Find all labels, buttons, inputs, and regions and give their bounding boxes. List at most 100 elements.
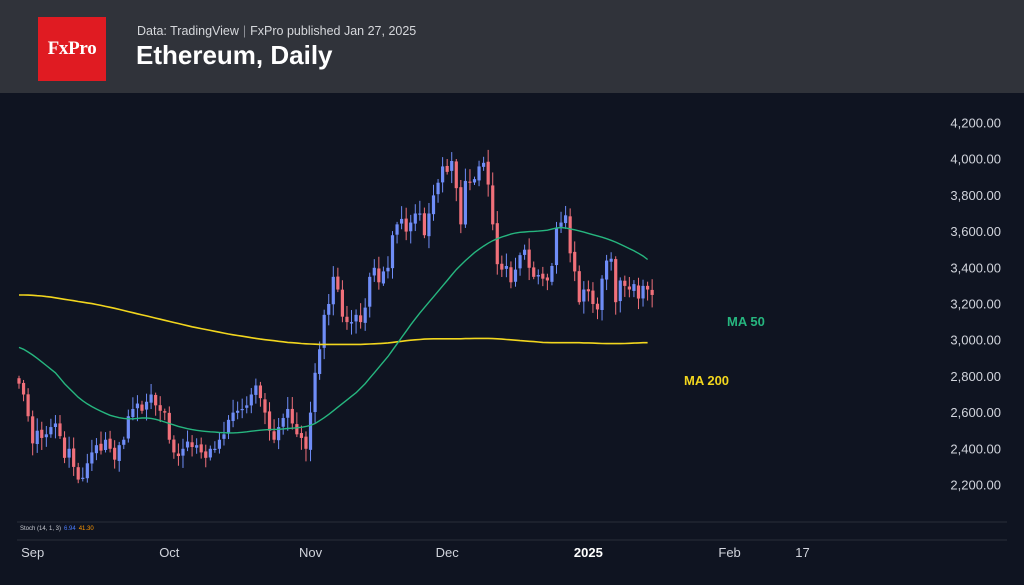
candle-body [532,267,536,277]
candle-body [195,445,199,448]
candle-body [135,403,140,409]
candle-body [541,273,545,279]
candle-body [318,349,322,374]
candle-body [258,385,263,399]
candle-body [431,195,436,215]
logo-text: FxPro [47,38,97,59]
candle-body [441,166,445,183]
candle-body [390,235,395,269]
candle-body [58,423,62,437]
candle-body [254,385,258,395]
chart-source-line: Data: TradingView | FxPro published Jan 27… [137,24,416,38]
candle-body [559,222,563,227]
candle-body [404,218,408,232]
candle-body [204,451,208,458]
candle-body [158,405,162,411]
candle-body [172,439,176,453]
candle-body [582,289,586,302]
candle-body [176,453,181,457]
candle-body [103,439,108,451]
candle-body [331,276,335,305]
candle-body [359,315,363,323]
y-tick-label: 3,400.00 [950,260,1001,275]
candle-body [372,267,376,276]
candle-body [468,181,472,183]
candle-body [181,448,185,456]
y-tick-label: 4,000.00 [950,152,1001,167]
source-separator: | [242,24,247,38]
y-tick-label: 2,400.00 [950,441,1001,456]
x-tick-label: 17 [795,545,809,560]
candle-body [595,303,600,310]
candle-body [149,394,153,403]
y-tick-label: 2,600.00 [950,405,1001,420]
y-tick-label: 4,200.00 [950,116,1001,131]
candle-body [240,408,244,411]
candle-body [122,439,126,445]
header-bar: FxPro Data: TradingView | FxPro published … [0,0,1024,93]
candle-body [500,263,504,270]
candle-body [523,249,527,255]
candle-body [627,286,631,290]
candle-body [395,224,399,235]
candle-body [322,314,326,348]
candle-body [486,161,490,185]
x-tick-label: Sep [21,545,44,560]
candle-body [386,267,390,272]
candle-body [35,430,39,445]
candle-body [245,405,249,408]
candle-body [76,467,80,480]
candle-body [67,448,71,458]
candle-body [231,412,235,422]
candle-body [99,443,103,451]
candle-body [477,166,481,181]
indicator-k-value: 6.94 [64,526,76,532]
candle-body [645,285,650,290]
candle-body [290,408,294,424]
candle-body [336,276,340,290]
candle-body [17,378,21,384]
candle-body [577,271,581,303]
candle-body [277,427,281,441]
candle-body [199,444,203,453]
x-tick-label: Dec [436,545,460,560]
candle-body [140,404,144,411]
candle-body [609,258,613,262]
candle-body [614,259,618,303]
candle-body [267,411,272,431]
candle-body [62,437,67,458]
indicator-legend: Stoch (14, 1, 3) 6.94 41.30 [20,526,94,532]
candle-body [618,280,622,302]
candle-body [586,289,590,292]
candle-body [72,448,76,467]
candle-body [554,227,559,266]
data-source: Data: TradingView [137,24,239,38]
candle-body [418,213,422,215]
candle-body [513,269,518,282]
price-chart[interactable]: 2,200.00 2,400.00 2,600.00 2,800.00 3,000.00… [0,93,1024,585]
candle-body [422,213,426,236]
candles-group [17,149,654,484]
candle-body [345,316,349,323]
candle-body [472,179,477,183]
candle-body [286,408,290,418]
candle-body [226,419,231,434]
candle-body [482,162,486,167]
chart-title: Ethereum, Daily [136,40,333,70]
candle-body [31,416,35,444]
candle-body [377,268,381,283]
candle-body [327,304,331,315]
candle-body [413,213,417,224]
x-tick-label: 2025 [574,545,603,560]
candle-body [636,285,641,299]
candle-body [213,448,217,451]
candle-body [436,182,440,195]
candle-body [568,216,572,254]
y-tick-label: 3,000.00 [950,333,1001,348]
candle-body [295,424,299,435]
candle-body [308,412,313,450]
candle-body [190,442,194,447]
candle-body [454,161,458,189]
candle-body [445,165,449,172]
candle-body [154,394,158,406]
